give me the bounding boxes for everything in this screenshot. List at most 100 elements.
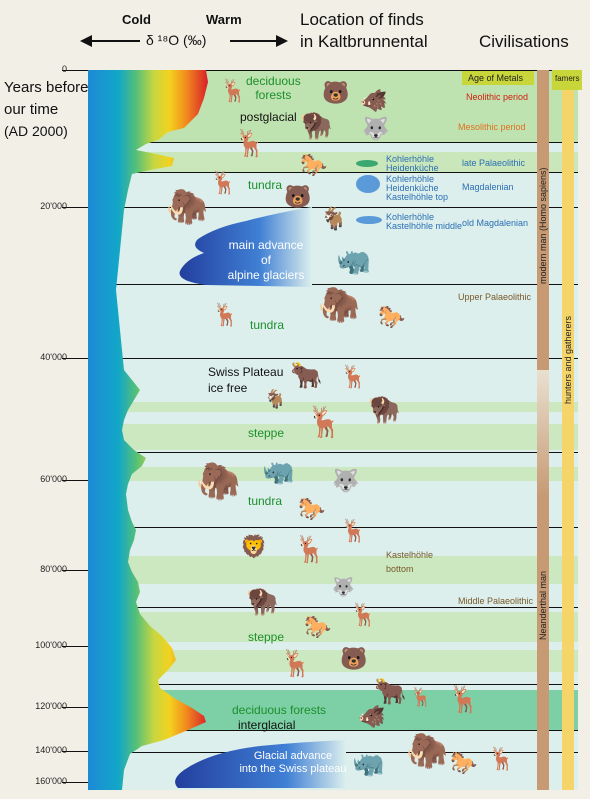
location-title-1: Location of finds <box>300 10 424 29</box>
reindeer-icon: 🦌 <box>340 364 368 389</box>
warm-band <box>88 467 578 481</box>
veg-deciduous-forests: deciduous forests <box>232 703 327 717</box>
culture-middle-palaeolithic: Middle Palaeolithic <box>458 596 534 606</box>
y-tick-label: 0 <box>61 64 67 74</box>
grid-line <box>88 207 578 208</box>
temperature-arrow <box>80 35 288 47</box>
isotope-label: δ ¹⁸O (‰) <box>146 32 207 48</box>
culture-magdalenian: Magdalenian <box>462 182 514 192</box>
axis-tick <box>62 70 88 71</box>
horse-icon: 🐎 <box>378 304 406 329</box>
site-marker <box>356 160 378 167</box>
veg-tundra: tundra <box>248 494 283 508</box>
warm-band <box>88 402 578 412</box>
rhino-icon: 🦏 <box>262 456 295 486</box>
wolf-icon: 🐺 <box>332 468 360 493</box>
veg-tundra: tundra <box>250 318 285 332</box>
site-label: Kohlerhöhle Kastelhöhle middle <box>386 212 463 231</box>
axis-tick <box>62 646 88 647</box>
metals-box <box>462 71 534 85</box>
boar-icon: 🐗 <box>360 88 388 113</box>
y-axis-title-2: our time <box>4 101 59 118</box>
bear-icon: 🐻 <box>340 646 368 671</box>
warm-band <box>88 612 578 642</box>
reindeer-icon: 🦌 <box>488 746 516 771</box>
cave-lion-icon: 🦁 <box>240 534 268 559</box>
aurochs-icon: 🐂 <box>374 676 407 706</box>
mammoth-icon: 🦣 <box>166 188 209 226</box>
civilisations-title: Civilisations <box>479 32 569 51</box>
axis-tick <box>62 207 88 208</box>
roe-deer-icon: 🦌 <box>410 687 433 707</box>
veg-steppe: steppe <box>248 630 285 644</box>
isotope-curve <box>88 70 208 790</box>
axis-tick <box>62 480 88 481</box>
culture-upper-palaeolithic: Upper Palaeolithic <box>458 292 532 302</box>
horse-icon: 🐎 <box>304 614 332 639</box>
warm-band <box>88 424 578 450</box>
mammoth-icon: 🦣 <box>318 286 361 324</box>
grid-line <box>88 607 578 608</box>
grid-line <box>88 172 578 173</box>
reindeer-icon: 🦌 <box>210 170 238 195</box>
grid-line <box>88 730 578 731</box>
mammoth-icon: 🦣 <box>406 732 449 770</box>
deer-icon: 🦌 <box>294 534 327 564</box>
veg-swiss-plateau: Swiss Plateau ice free <box>208 365 284 395</box>
civ-hunters: hunters and gatherers <box>563 315 573 404</box>
horse-icon: 🐎 <box>300 152 328 177</box>
elk-icon: 🦌 <box>448 684 481 714</box>
boar-icon: 🐗 <box>358 704 386 729</box>
wolf-icon: 🐺 <box>332 577 355 597</box>
glacier-main-advance-label: main advance of alpine glaciers <box>227 238 305 282</box>
bison-icon: 🦬 <box>368 394 401 424</box>
veg-tundra: tundra <box>248 178 283 192</box>
culture-age-of-metals: Age of Metals <box>468 73 524 83</box>
warm-band <box>88 650 578 672</box>
ibex-icon: 🐐 <box>264 389 287 409</box>
axis-tick <box>62 751 88 752</box>
modern-man-bar <box>537 70 549 370</box>
bear-icon: 🐻 <box>284 184 312 209</box>
bison-icon: 🦬 <box>300 110 333 140</box>
location-title-2: in Kaltbrunnental <box>300 32 428 51</box>
site-marker <box>356 216 382 224</box>
axis-tick <box>62 358 88 359</box>
hunters-bar <box>562 90 574 790</box>
reindeer-icon: 🦌 <box>340 518 368 543</box>
neanderthal-bar <box>537 370 549 790</box>
reindeer-icon: 🦌 <box>350 602 378 627</box>
farmers-box <box>552 70 582 90</box>
culture-late-palaeolithic: late Palaeolithic <box>462 158 526 168</box>
axis-tick <box>62 707 88 708</box>
axis-tick <box>62 570 88 571</box>
wolf-icon: 🐺 <box>362 116 390 141</box>
warm-band <box>88 556 578 584</box>
y-tick-label: 60'000 <box>40 474 67 484</box>
rhino-icon: 🦏 <box>352 748 385 778</box>
giant-deer-icon: 🦌 <box>306 406 344 439</box>
veg-interglacial: interglacial <box>238 718 296 732</box>
culture-neolithic: Neolithic period <box>466 92 529 102</box>
grid-line <box>88 527 578 528</box>
y-tick-label: 100'000 <box>35 640 67 650</box>
civ-farmers: famers <box>555 74 580 83</box>
cold-label: Cold <box>122 12 151 27</box>
y-tick-label: 20'000 <box>40 201 67 211</box>
civ-neanderthal: Neanderthal man <box>538 570 548 640</box>
grid-line <box>88 358 578 359</box>
grid-line <box>88 70 578 71</box>
y-tick-label: 40'000 <box>40 352 67 362</box>
y-axis-title-1: Years before <box>4 79 89 96</box>
y-tick-label: 80'000 <box>40 564 67 574</box>
bison-icon: 🦬 <box>246 586 279 616</box>
civ-modern-man: modern man (Homo sapiens) <box>538 167 548 284</box>
site-label: Kastelhöhle bottom <box>386 550 434 574</box>
culture-mesolithic: Mesolithic period <box>458 122 526 132</box>
deer-icon: 🦌 <box>280 648 313 678</box>
culture-old-magdalenian: old Magdalenian <box>462 218 529 228</box>
ibex-icon: 🐐 <box>320 206 348 231</box>
grid-line <box>88 284 578 285</box>
glacier-swiss-plateau-label: Glacial advance into the Swiss plateau <box>239 750 347 775</box>
veg-steppe: steppe <box>248 426 285 440</box>
